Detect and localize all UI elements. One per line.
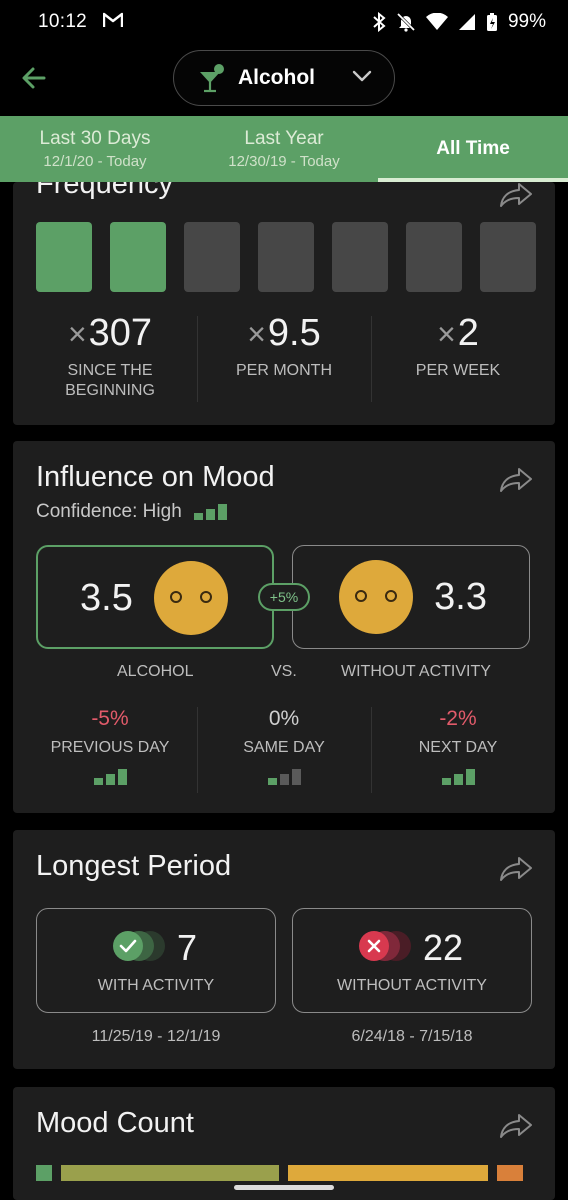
frequency-card: Frequency ×307 SINCE THE BEGINNING ×9.5 … [13,182,555,425]
activity-label: Alcohol [238,66,315,89]
check-streak-icon [113,931,165,961]
tab-all-time[interactable]: All Time [378,116,568,182]
period-label: WITH ACTIVITY [97,977,215,994]
mood-difference-badge: +5% [258,583,310,611]
period-dates: 11/25/19 - 12/1/19 [91,1028,221,1045]
longest-with-activity: 7 WITH ACTIVITY [36,908,276,1013]
frequency-squares [36,222,536,292]
stat-label: PREVIOUS DAY [50,739,170,756]
confidence-indicator: Confidence: High [36,501,227,523]
wifi-icon [425,13,448,30]
card-title: Longest Period [36,850,232,882]
confidence-bars-icon [193,504,227,520]
tab-subtitle: 12/30/19 - Today [228,153,340,170]
longest-without-activity: 22 WITHOUT ACTIVITY [292,908,532,1013]
chevron-down-icon [352,70,372,82]
stat-percent: -5% [91,707,129,730]
confidence-bars-icon [267,769,301,785]
confidence-label: Confidence: High [36,501,182,522]
battery-icon [486,13,497,31]
stat-per-month: ×9.5 PER MONTH [197,312,371,402]
stat-same-day: 0% SAME DAY [197,707,371,793]
card-title: Mood Count [36,1107,194,1139]
period-value: 22 [423,927,464,968]
with-activity-label: ALCOHOL [117,663,194,680]
stat-label: NEXT DAY [418,739,498,756]
times-icon: × [247,316,266,352]
period-label: WITHOUT ACTIVITY [337,977,487,994]
stat-previous-day: -5% PREVIOUS DAY [23,707,197,790]
stat-label: SAME DAY [243,739,325,756]
mood-count-card: Mood Count [13,1087,555,1200]
share-icon[interactable] [499,856,533,882]
frequency-square [406,222,462,292]
status-time: 10:12 [38,11,88,32]
share-icon[interactable] [499,467,533,493]
stat-percent: 0% [268,707,300,730]
activity-selector[interactable]: Alcohol [173,50,395,106]
mood-without-activity: 3.3 [292,545,530,649]
bluetooth-icon [373,12,386,32]
without-activity-label: WITHOUT ACTIVITY [341,663,491,680]
day-influence-stats: -5% PREVIOUS DAY 0% SAME DAY -2% NEXT DA… [23,707,545,793]
cross-streak-icon [359,931,411,961]
tab-last-year[interactable]: Last Year 12/30/19 - Today [190,116,378,182]
confidence-bars-icon [93,769,127,785]
mood-count-bar-segment [36,1165,52,1181]
stat-value: 307 [88,312,153,354]
mood-with-activity: 3.5 [36,545,274,649]
mood-count-bar-segment [61,1165,279,1181]
stat-label: PER WEEK [415,362,501,379]
frequency-square [184,222,240,292]
stat-percent: -2% [439,707,477,730]
stat-value: 2 [457,312,479,354]
card-title: Influence on Mood [36,461,275,493]
times-icon: × [437,316,456,352]
gesture-nav-bar[interactable] [234,1185,334,1190]
neutral-mood-face-icon [154,561,228,635]
frequency-square [480,222,536,292]
frequency-square [36,222,92,292]
share-icon[interactable] [499,182,533,208]
app-header: Alcohol [0,44,568,116]
tab-title: All Time [436,138,510,159]
mood-count-bar-segment [497,1165,523,1181]
back-arrow-icon[interactable] [18,62,50,94]
card-title: Frequency [36,182,174,200]
stat-label: PER MONTH [236,362,332,379]
mood-value: 3.5 [80,577,133,619]
status-bar: 10:12 99% [0,0,568,44]
frequency-square [110,222,166,292]
gmail-icon [102,12,124,33]
tab-subtitle: 12/1/20 - Today [43,153,147,170]
tab-title: Last Year [244,128,324,149]
times-icon: × [67,316,87,352]
longest-period-card: Longest Period 7 WITH ACTIVITY 22 WITHOU… [13,830,555,1069]
neutral-mood-face-icon [339,560,413,634]
frequency-square [258,222,314,292]
influence-on-mood-card: Influence on Mood Confidence: High 3.5 3… [13,441,555,813]
stat-per-week: ×2 PER WEEK [371,312,545,402]
confidence-bars-icon [441,769,475,785]
signal-icon [458,14,475,30]
stat-next-day: -2% NEXT DAY [371,707,545,793]
battery-level: 99% [507,11,546,32]
mood-count-bar-segment [288,1165,488,1181]
status-icons: 99% [372,11,546,33]
share-icon[interactable] [499,1113,533,1139]
frequency-stats: ×307 SINCE THE BEGINNING ×9.5 PER MONTH … [23,312,545,402]
mood-value: 3.3 [434,576,487,618]
tab-title: Last 30 Days [39,128,151,149]
tab-last-30-days[interactable]: Last 30 Days 12/1/20 - Today [0,116,190,182]
period-dates: 6/24/18 - 7/15/18 [351,1028,473,1045]
period-value: 7 [177,927,198,968]
frequency-square [332,222,388,292]
period-tabs: Last 30 Days 12/1/20 - Today Last Year 1… [0,116,568,182]
stat-value: 9.5 [267,312,321,354]
notifications-off-icon [396,12,416,32]
stat-label: SINCE THE BEGINNING [65,362,155,399]
cocktail-icon [200,64,224,93]
stat-since-beginning: ×307 SINCE THE BEGINNING [23,312,197,401]
vs-label: VS. [271,663,297,680]
